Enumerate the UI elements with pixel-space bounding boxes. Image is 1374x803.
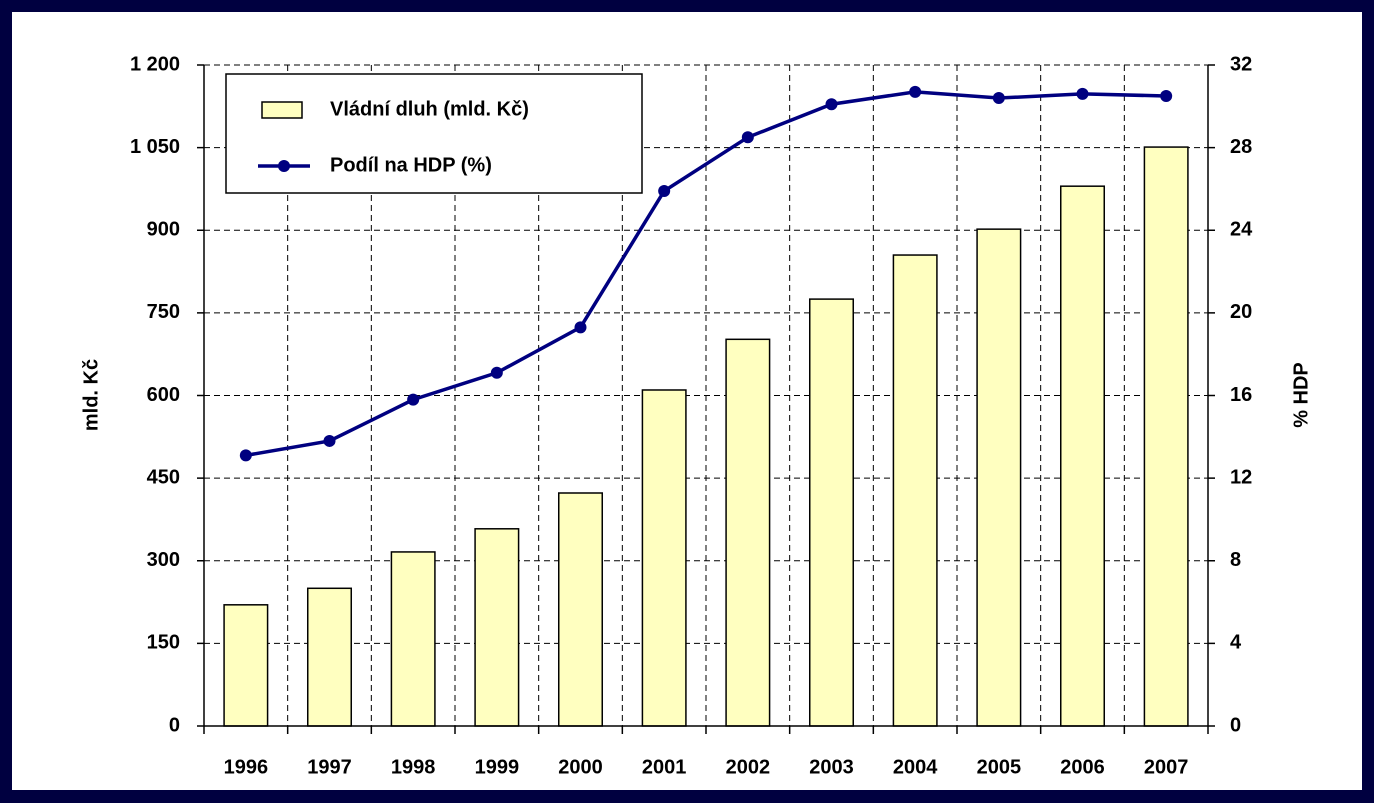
line-marker bbox=[1160, 89, 1173, 102]
y2-tick-label: 4 bbox=[1230, 632, 1242, 654]
bar bbox=[557, 492, 604, 727]
y2-tick-label: 0 bbox=[1230, 714, 1241, 736]
legend-swatch-marker bbox=[278, 160, 290, 172]
y2-tick-label: 28 bbox=[1230, 136, 1252, 158]
y-tick-label: 450 bbox=[147, 466, 180, 488]
y2-tick-label: 16 bbox=[1230, 384, 1252, 406]
line-marker bbox=[323, 434, 336, 447]
bar bbox=[808, 298, 855, 727]
legend-box bbox=[225, 73, 643, 194]
y2-tick-label: 8 bbox=[1230, 549, 1241, 571]
line-marker bbox=[1076, 87, 1089, 100]
x-tick-label: 2003 bbox=[809, 756, 854, 778]
y2-tick-label: 12 bbox=[1230, 466, 1252, 488]
y-tick-label: 0 bbox=[169, 714, 180, 736]
bar bbox=[223, 604, 269, 727]
bar bbox=[641, 389, 687, 727]
line bbox=[245, 90, 1167, 458]
x-tick-label: 1997 bbox=[307, 756, 352, 778]
line-marker bbox=[490, 366, 503, 379]
y-tick-label: 1 200 bbox=[130, 53, 180, 75]
line-marker bbox=[825, 98, 838, 111]
x-tick-label: 2000 bbox=[558, 756, 603, 778]
line-marker bbox=[574, 321, 587, 334]
y-tick-label: 750 bbox=[147, 301, 180, 323]
bar bbox=[474, 528, 520, 727]
line-marker bbox=[658, 185, 671, 198]
x-tick-label: 1998 bbox=[391, 756, 436, 778]
x-tick-label: 2006 bbox=[1060, 756, 1105, 778]
y-tick-label: 900 bbox=[147, 219, 180, 241]
legend-label: Podíl na HDP (%) bbox=[330, 154, 492, 176]
line-marker bbox=[407, 393, 420, 406]
y2-tick-label: 32 bbox=[1230, 53, 1252, 75]
y-tick-label: 150 bbox=[147, 632, 180, 654]
line-marker bbox=[239, 449, 252, 462]
line-marker bbox=[992, 92, 1005, 105]
bar bbox=[390, 551, 436, 727]
x-tick-label: 2005 bbox=[977, 756, 1022, 778]
line-marker bbox=[909, 85, 922, 98]
legend-swatch bbox=[261, 101, 303, 119]
x-tick-label: 1996 bbox=[224, 756, 269, 778]
bar bbox=[1059, 185, 1106, 727]
y-tick-label: 1 050 bbox=[130, 136, 180, 158]
bar bbox=[892, 254, 938, 727]
x-tick-label: 2002 bbox=[726, 756, 771, 778]
x-tick-label: 2001 bbox=[642, 756, 687, 778]
line-marker bbox=[741, 131, 754, 144]
bar bbox=[1143, 146, 1189, 727]
x-tick-label: 1999 bbox=[475, 756, 520, 778]
bar bbox=[725, 338, 771, 727]
x-tick-label: 2004 bbox=[893, 756, 938, 778]
y2-tick-label: 20 bbox=[1230, 301, 1252, 323]
y-axis-label: mld. Kč bbox=[80, 359, 102, 431]
bar bbox=[306, 587, 353, 727]
y-tick-label: 600 bbox=[147, 384, 180, 406]
y2-axis-label: % HDP bbox=[1290, 362, 1312, 428]
y-tick-label: 300 bbox=[147, 549, 180, 571]
x-tick-label: 2007 bbox=[1144, 756, 1189, 778]
bar bbox=[976, 228, 1022, 727]
y2-tick-label: 24 bbox=[1230, 219, 1253, 241]
legend-label: Vládní dluh (mld. Kč) bbox=[330, 98, 529, 120]
